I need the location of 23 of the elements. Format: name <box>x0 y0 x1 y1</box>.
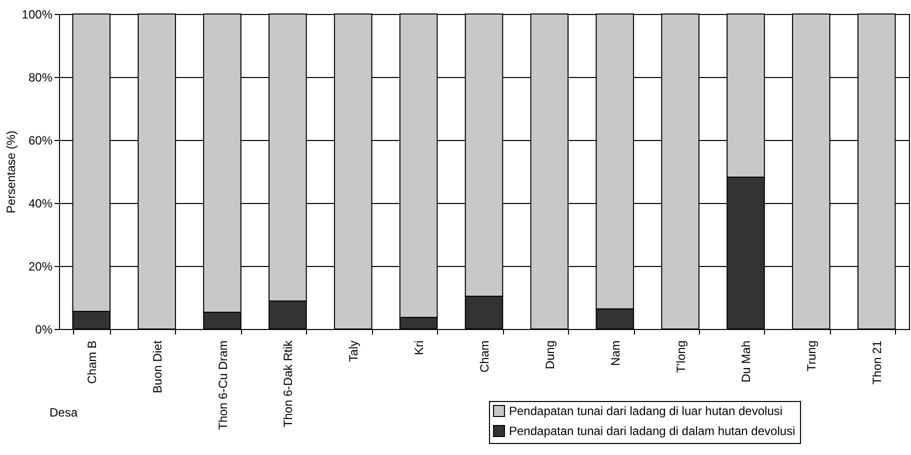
y-tick-label: 20% <box>28 260 53 274</box>
x-tick-label: Cham B <box>84 340 99 384</box>
x-tick-label: Dung <box>542 340 557 370</box>
legend-label: Pendapatan tunai dari ladang di dalam hutan devolusi <box>509 424 796 438</box>
x-tick-label: Thon 6-Cu Dram <box>216 340 230 430</box>
x-tick-label: Trung <box>804 340 819 372</box>
x-tick-label: Taly <box>346 340 361 362</box>
x-tick-label: Thon 21 <box>870 340 884 385</box>
y-tick-label: 80% <box>28 70 53 84</box>
x-tick-label: T'long <box>674 340 688 373</box>
y-axis-title: Persentase (%) <box>4 130 18 214</box>
legend-label: Pendapatan tunai dari ladang di luar hutan devolusi <box>509 404 783 418</box>
x-tick-label: Du Mah <box>739 340 754 383</box>
x-tick-label: Kri <box>412 340 426 356</box>
x-tick-label: Thon 6-Dak Rtik <box>281 340 296 428</box>
y-tick-label: 60% <box>28 134 53 148</box>
x-tick-label: Cham <box>478 340 492 373</box>
y-tick-label: 40% <box>28 196 53 210</box>
x-tick-label: Nam <box>608 340 622 366</box>
x-axis-title: Desa <box>50 406 78 420</box>
y-tick-label: 100% <box>22 8 53 22</box>
y-tick-label: 0% <box>35 322 53 336</box>
x-tick-label: Buon Diet <box>150 340 164 394</box>
